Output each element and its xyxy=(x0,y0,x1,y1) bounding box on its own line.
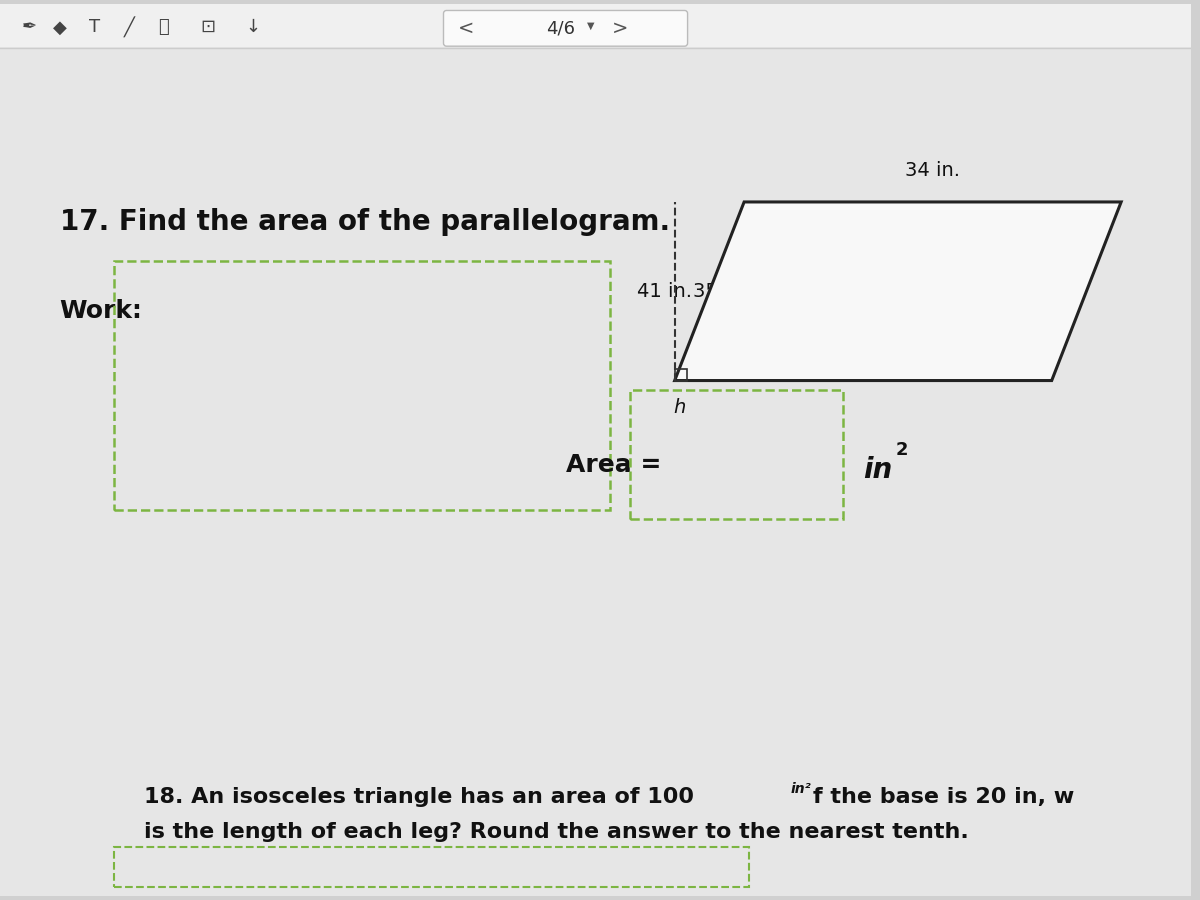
Text: <: < xyxy=(458,19,474,38)
Text: h: h xyxy=(673,399,686,418)
Text: is the length of each leg? Round the answer to the nearest tenth.: is the length of each leg? Round the ans… xyxy=(144,822,968,842)
Text: ⊡: ⊡ xyxy=(200,18,216,36)
Text: f the base is 20 in, w: f the base is 20 in, w xyxy=(812,788,1074,807)
Bar xyxy=(630,391,844,519)
Text: 34 in.: 34 in. xyxy=(905,161,960,180)
Text: ╱: ╱ xyxy=(124,17,134,38)
Text: 41 in.: 41 in. xyxy=(636,282,691,301)
Text: 18. An isosceles triangle has an area of 100: 18. An isosceles triangle has an area of… xyxy=(144,788,702,807)
Text: 17. Find the area of the parallelogram.: 17. Find the area of the parallelogram. xyxy=(60,208,670,236)
Text: 35 in.: 35 in. xyxy=(692,282,748,301)
Text: >: > xyxy=(612,19,629,38)
FancyBboxPatch shape xyxy=(444,11,688,46)
Text: 2: 2 xyxy=(896,441,908,459)
Text: 4/6: 4/6 xyxy=(546,19,575,37)
Text: in²: in² xyxy=(791,782,811,796)
Text: ↓: ↓ xyxy=(246,18,260,36)
Text: ◆: ◆ xyxy=(53,18,66,36)
Text: T: T xyxy=(89,18,100,36)
Bar xyxy=(114,847,749,886)
Text: ⛓: ⛓ xyxy=(158,18,169,36)
Polygon shape xyxy=(674,202,1121,381)
Text: Work:: Work: xyxy=(60,299,143,323)
Text: in: in xyxy=(863,455,893,484)
Bar xyxy=(0,4,1190,49)
Text: ✒: ✒ xyxy=(23,18,37,36)
Text: Area =: Area = xyxy=(565,453,661,477)
Bar xyxy=(674,369,686,381)
Bar xyxy=(114,262,610,509)
Text: ▼: ▼ xyxy=(587,21,594,31)
